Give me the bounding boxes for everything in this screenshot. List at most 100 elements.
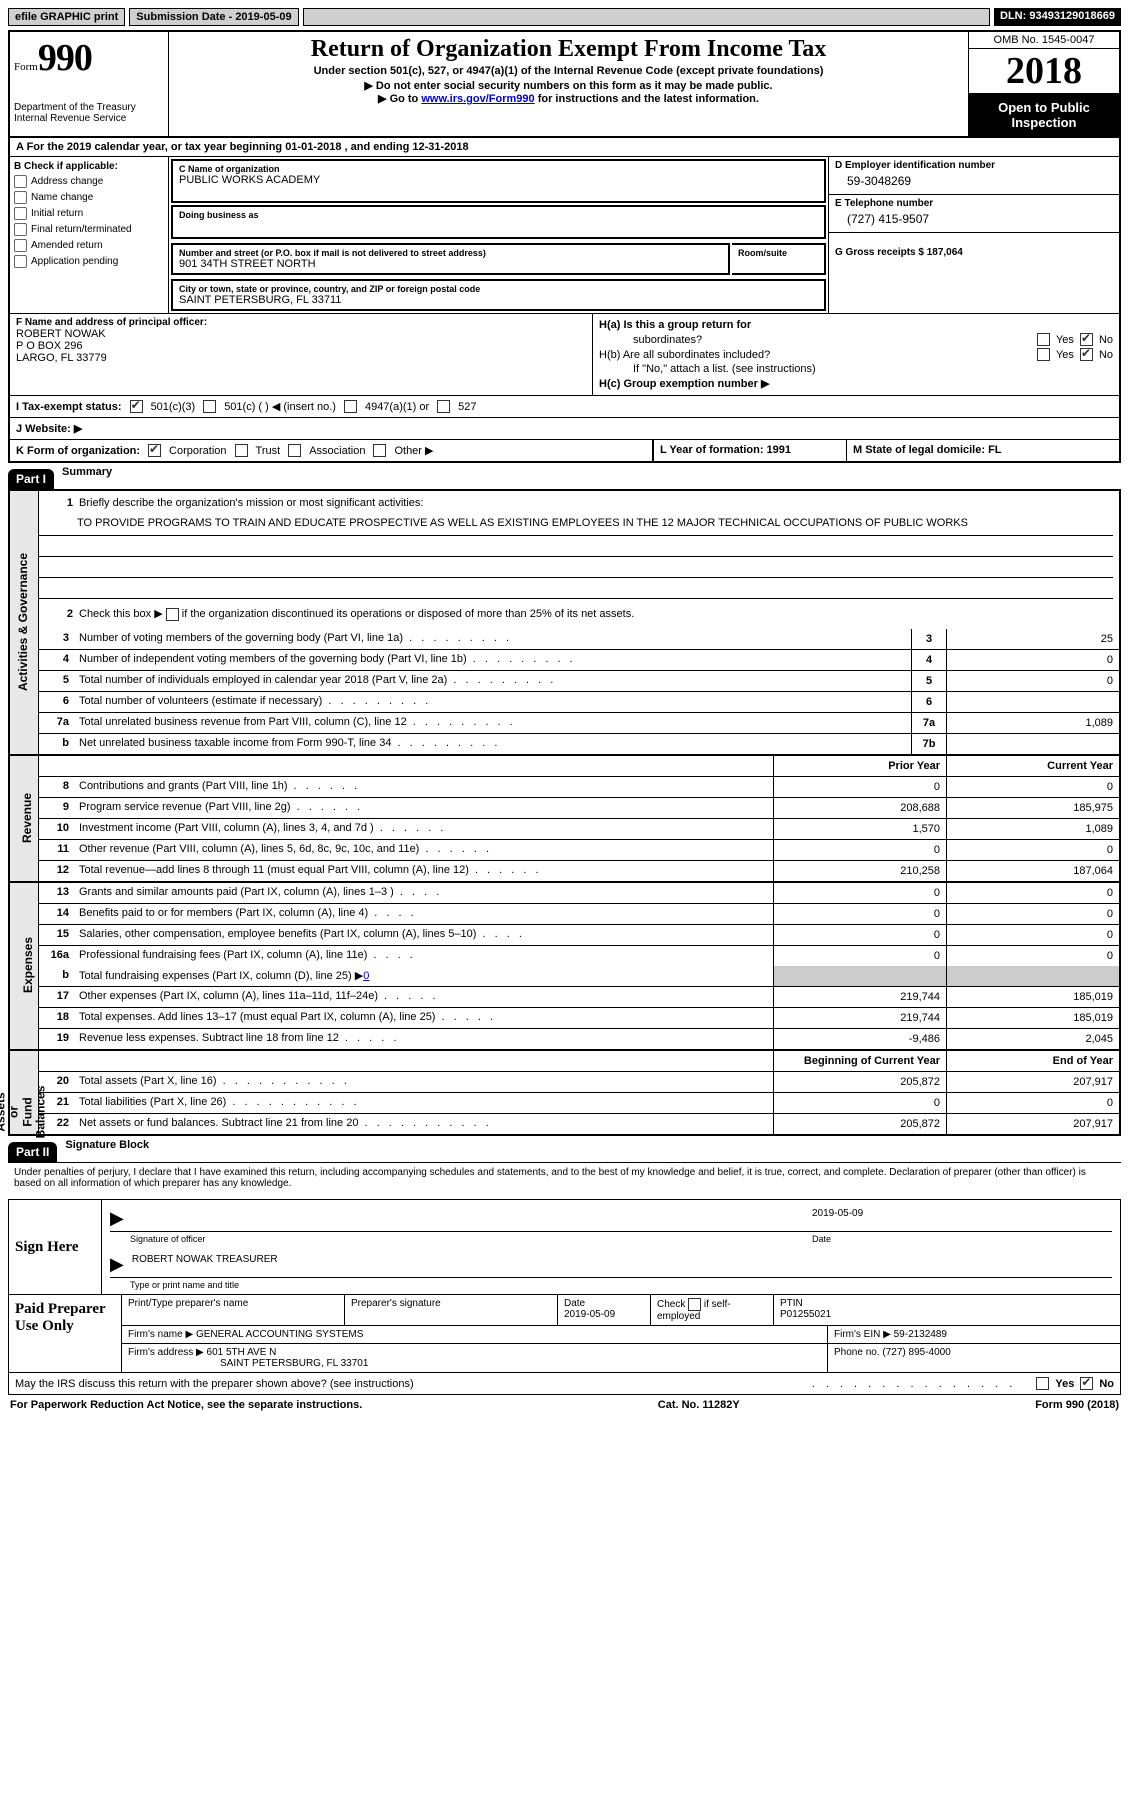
self-employed-checkbox[interactable] (688, 1298, 701, 1311)
cb-final-return[interactable]: Final return/terminated (14, 223, 164, 236)
b-label: B Check if applicable: (14, 161, 164, 172)
cb-amended[interactable]: Amended return (14, 239, 164, 252)
table-row: bNet unrelated business taxable income f… (39, 734, 1119, 754)
g-label: G Gross receipts $ 187,064 (835, 247, 1113, 258)
table-row: 7aTotal unrelated business revenue from … (39, 713, 1119, 734)
f-label: F Name and address of principal officer: (16, 317, 586, 328)
part1-header: Part I (8, 469, 54, 489)
discuss-row: May the IRS discuss this return with the… (8, 1373, 1121, 1395)
i-527[interactable] (437, 400, 450, 413)
firm-ein: 59-2132489 (894, 1329, 947, 1340)
part2-title: Signature Block (57, 1136, 157, 1162)
sig-name-title: ROBERT NOWAK TREASURER (132, 1254, 1112, 1275)
vtab-revenue: Revenue (20, 792, 34, 842)
footer-mid: Cat. No. 11282Y (658, 1399, 740, 1411)
room-label: Room/suite (738, 248, 818, 258)
cb-application-pending[interactable]: Application pending (14, 255, 164, 268)
org-city: SAINT PETERSBURG, FL 33711 (179, 294, 818, 306)
cb-address-change[interactable]: Address change (14, 175, 164, 188)
firm-name-label: Firm's name ▶ (128, 1329, 193, 1340)
line16b: Total fundraising expenses (Part IX, col… (75, 966, 773, 986)
table-row: 12Total revenue—add lines 8 through 11 (… (39, 861, 1119, 881)
table-row: 19Revenue less expenses. Subtract line 1… (39, 1029, 1119, 1049)
form-number: 990 (38, 37, 92, 79)
line16b-val[interactable]: 0 (363, 970, 369, 982)
header-sub2: ▶ Do not enter social security numbers o… (177, 79, 960, 92)
summary-table: Activities & Governance 1Briefly describ… (8, 489, 1121, 1136)
k-label: K Form of organization: (16, 445, 140, 457)
footer-right: Form 990 (2018) (1035, 1399, 1119, 1411)
form-header: Form990 Department of the Treasury Inter… (8, 30, 1121, 138)
line2-text: Check this box ▶ if the organization dis… (79, 608, 634, 620)
k-corp[interactable] (148, 444, 161, 457)
i-501c[interactable] (203, 400, 216, 413)
phone: (727) 415-9507 (835, 209, 1113, 229)
row-j: J Website: ▶ (8, 418, 1121, 440)
discuss-no[interactable] (1080, 1377, 1093, 1390)
ha-yes[interactable] (1037, 333, 1050, 346)
hb-note: If "No," attach a list. (see instruction… (599, 363, 1113, 375)
table-row: 22Net assets or fund balances. Subtract … (39, 1114, 1119, 1134)
k-assoc[interactable] (288, 444, 301, 457)
table-row: 21Total liabilities (Part X, line 26) . … (39, 1093, 1119, 1114)
part2-header: Part II (8, 1142, 57, 1162)
ha-sub: subordinates? (599, 334, 1037, 346)
row-fh: F Name and address of principal officer:… (8, 314, 1121, 396)
m-state: M State of legal domicile: FL (847, 440, 1119, 461)
table-row: 8Contributions and grants (Part VIII, li… (39, 777, 1119, 798)
prep-name-label: Print/Type preparer's name (122, 1295, 345, 1325)
i-501c3[interactable] (130, 400, 143, 413)
cb-name-change[interactable]: Name change (14, 191, 164, 204)
table-row: 6Total number of volunteers (estimate if… (39, 692, 1119, 713)
k-other[interactable] (373, 444, 386, 457)
table-row: 17Other expenses (Part IX, column (A), l… (39, 987, 1119, 1008)
firm-addr1: 601 5TH AVE N (207, 1347, 277, 1358)
hb-no[interactable] (1080, 348, 1093, 361)
ha-no[interactable] (1080, 333, 1093, 346)
type-name-label: Type or print name and title (130, 1280, 1112, 1290)
ptin: P01255021 (780, 1309, 831, 1320)
footer-left: For Paperwork Reduction Act Notice, see … (10, 1399, 362, 1411)
irs-link[interactable]: www.irs.gov/Form990 (421, 93, 534, 105)
prep-phone-label: Phone no. (834, 1347, 880, 1358)
current-year-header: Current Year (946, 756, 1119, 776)
top-spacer (303, 8, 990, 26)
preparer-block: Paid Preparer Use Only Print/Type prepar… (8, 1295, 1121, 1373)
firm-name: GENERAL ACCOUNTING SYSTEMS (196, 1329, 363, 1340)
firm-addr2: SAINT PETERSBURG, FL 33701 (220, 1358, 368, 1369)
cb-initial-return[interactable]: Initial return (14, 207, 164, 220)
date-label: Date (812, 1234, 1112, 1244)
efile-button[interactable]: efile GRAPHIC print (8, 8, 125, 26)
hb-yes[interactable] (1037, 348, 1050, 361)
firm-addr-label: Firm's address ▶ (128, 1347, 204, 1358)
k-trust[interactable] (235, 444, 248, 457)
line2-checkbox[interactable] (166, 608, 179, 621)
sig-date-value: 2019-05-09 (812, 1208, 1112, 1229)
omb-number: OMB No. 1545-0047 (969, 32, 1119, 49)
boy-header: Beginning of Current Year (773, 1051, 946, 1071)
page-title: Return of Organization Exempt From Incom… (177, 36, 960, 63)
ha-label: H(a) Is this a group return for (599, 319, 751, 331)
prior-year-header: Prior Year (773, 756, 946, 776)
top-bar: efile GRAPHIC print Submission Date - 20… (8, 8, 1121, 26)
table-row: 4Number of independent voting members of… (39, 650, 1119, 671)
discuss-yes[interactable] (1036, 1377, 1049, 1390)
vtab-netassets: Net Assets or Fund Balances (0, 1085, 47, 1138)
table-row: 15Salaries, other compensation, employee… (39, 925, 1119, 946)
dln: DLN: 93493129018669 (994, 8, 1121, 26)
dba-label: Doing business as (179, 210, 818, 220)
officer-name: ROBERT NOWAK (16, 328, 586, 340)
table-row: 9Program service revenue (Part VIII, lin… (39, 798, 1119, 819)
hc-label: H(c) Group exemption number ▶ (599, 377, 769, 390)
prep-date: 2019-05-09 (564, 1309, 615, 1320)
org-name: PUBLIC WORKS ACADEMY (179, 174, 818, 186)
addr-label: Number and street (or P.O. box if mail i… (179, 248, 722, 258)
c-label: C Name of organization (179, 164, 818, 174)
paid-preparer-label: Paid Preparer Use Only (9, 1295, 122, 1372)
table-row: 11Other revenue (Part VIII, column (A), … (39, 840, 1119, 861)
sig-declaration: Under penalties of perjury, I declare th… (8, 1162, 1121, 1193)
i-4947[interactable] (344, 400, 357, 413)
table-row: 3Number of voting members of the governi… (39, 629, 1119, 650)
section-bcd: B Check if applicable: Address change Na… (8, 157, 1121, 314)
i-label: I Tax-exempt status: (16, 401, 122, 413)
